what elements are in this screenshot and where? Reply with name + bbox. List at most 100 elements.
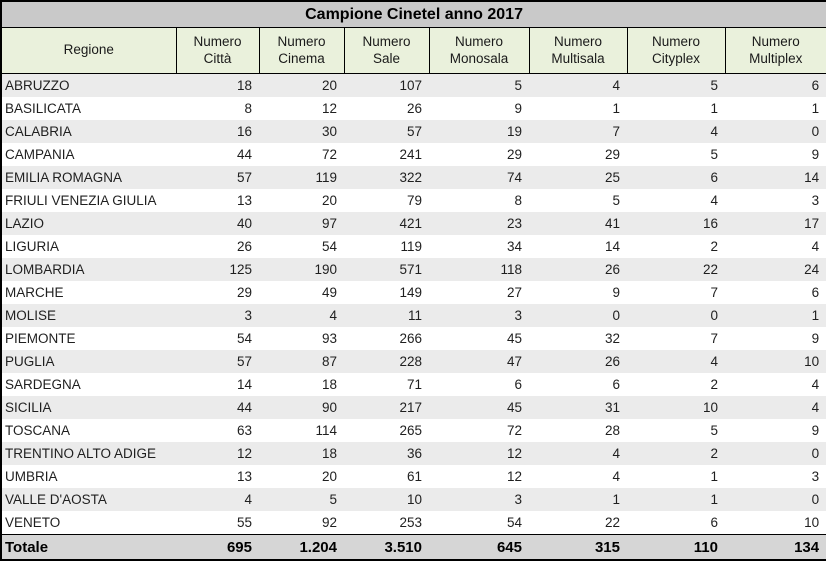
- monosala-value-cell: 3: [514, 492, 522, 507]
- multisala-value-cell: 0: [612, 308, 620, 323]
- cinema-value-cell: 92: [321, 515, 337, 530]
- column-header-cinema: Numero Cinema: [258, 27, 345, 74]
- sale-value-cell: 57: [406, 124, 422, 139]
- monosala-value-cell: 45: [506, 400, 522, 415]
- monosala-value-cell: 27: [506, 285, 522, 300]
- cinema-value-cell: 30: [321, 124, 337, 139]
- sale-value-cell: 266: [399, 331, 422, 346]
- multiplex-value-cell: 17: [804, 216, 820, 231]
- region-cell: UMBRIA: [5, 469, 58, 484]
- cinema-value-cell: 90: [321, 400, 337, 415]
- cityplex-value-cell: 2: [710, 239, 718, 254]
- totals-cityplex-cell: 110: [627, 534, 725, 560]
- region-cell: FRIULI VENEZIA GIULIA: [5, 193, 157, 208]
- citta-value-cell: 3: [244, 308, 252, 323]
- citta-value-cell: 8: [244, 101, 252, 116]
- multiplex-value-cell: 4: [811, 400, 820, 415]
- monosala-value-cell: 8: [514, 193, 522, 208]
- cinema-value-cell: 72: [321, 147, 337, 162]
- region-cell: LOMBARDIA: [5, 262, 85, 277]
- cityplex-value-cell: 22: [702, 262, 718, 277]
- citta-value-cell: 4: [244, 492, 252, 507]
- region-cell: LIGURIA: [5, 239, 60, 254]
- cinema-value-cell: 20: [321, 78, 337, 93]
- citta-value-cell: 44: [236, 147, 252, 162]
- region-cell: TOSCANA: [5, 423, 71, 438]
- cinema-value-cell: 114: [315, 423, 337, 438]
- region-cell: PIEMONTE: [5, 331, 76, 346]
- monosala-value-cell: 29: [506, 147, 522, 162]
- region-cell: TRENTINO ALTO ADIGE: [5, 446, 157, 461]
- cityplex-value-cell: 7: [710, 331, 718, 346]
- citta-value-cell: 55: [236, 515, 252, 530]
- cityplex-value-cell: 1: [710, 101, 718, 116]
- cityplex-value-cell: 1: [710, 469, 718, 484]
- multiplex-value-cell: 4: [811, 377, 820, 392]
- multiplex-value-cell: 14: [804, 170, 820, 185]
- multisala-value-cell: 4: [612, 78, 620, 93]
- multiplex-value-cell: 6: [811, 285, 820, 300]
- multiplex-value-cell: 0: [811, 446, 820, 461]
- cinema-value-cell: 49: [321, 285, 337, 300]
- sale-value-cell: 571: [399, 262, 422, 277]
- table-row: FRIULI VENEZIA GIULIA 13 20 79 8 5 4 3: [1, 189, 826, 212]
- cinema-value-cell: 20: [321, 193, 337, 208]
- multiplex-value-cell: 1: [811, 308, 820, 323]
- monosala-value-cell: 54: [506, 515, 522, 530]
- region-cell: MARCHE: [5, 285, 64, 300]
- sale-value-cell: 217: [399, 400, 422, 415]
- multiplex-value-cell: 3: [811, 193, 820, 208]
- region-cell: MOLISE: [5, 308, 57, 323]
- monosala-value-cell: 23: [506, 216, 522, 231]
- multiplex-value-cell: 24: [804, 262, 820, 277]
- column-header-multiplex: Numero Multiplex: [724, 27, 826, 74]
- monosala-value-cell: 34: [506, 239, 522, 254]
- table-row: TOSCANA 63 114 265 72 28 5 9: [1, 419, 826, 442]
- column-header-row: Regione Numero Città Numero Cinema Numer…: [0, 27, 826, 74]
- cinema-value-cell: 119: [315, 170, 337, 185]
- table-row: MOLISE 3 4 11 3 0 0 1: [1, 304, 826, 327]
- sale-value-cell: 61: [406, 469, 422, 484]
- sale-value-cell: 253: [399, 515, 422, 530]
- monosala-value-cell: 118: [500, 262, 522, 277]
- table-body: ABRUZZO 18 20 107 5 4 5 6 BASILICATA 8 1…: [1, 73, 826, 535]
- column-header-monosala: Numero Monosala: [428, 27, 530, 74]
- cinema-value-cell: 97: [321, 216, 337, 231]
- sale-value-cell: 107: [399, 78, 422, 93]
- citta-value-cell: 12: [236, 446, 252, 461]
- cityplex-value-cell: 4: [710, 124, 718, 139]
- cinema-value-cell: 5: [329, 492, 337, 507]
- region-cell: VENETO: [5, 515, 61, 530]
- table-row: CAMPANIA 44 72 241 29 29 5 9: [1, 143, 826, 166]
- multiplex-value-cell: 1: [811, 101, 820, 116]
- totals-label: Totale: [1, 534, 176, 560]
- cityplex-value-cell: 2: [710, 446, 718, 461]
- sale-value-cell: 241: [399, 147, 422, 162]
- region-cell: EMILIA ROMAGNA: [5, 170, 123, 185]
- multisala-value-cell: 5: [612, 193, 620, 208]
- multiplex-value-cell: 10: [804, 515, 820, 530]
- citta-value-cell: 63: [236, 423, 252, 438]
- citta-value-cell: 44: [236, 400, 252, 415]
- table-row: LAZIO 40 97 421 23 41 16 17: [1, 212, 826, 235]
- multiplex-value-cell: 0: [811, 492, 820, 507]
- sale-value-cell: 10: [406, 492, 422, 507]
- multisala-value-cell: 31: [604, 400, 620, 415]
- citta-value-cell: 16: [236, 124, 252, 139]
- table-row: SICILIA 44 90 217 45 31 10 4: [1, 396, 826, 419]
- cityplex-value-cell: 0: [710, 308, 718, 323]
- sale-value-cell: 26: [406, 101, 422, 116]
- table-row: PUGLIA 57 87 228 47 26 4 10: [1, 350, 826, 373]
- multisala-value-cell: 4: [612, 469, 620, 484]
- multisala-value-cell: 28: [604, 423, 620, 438]
- multisala-value-cell: 26: [604, 262, 620, 277]
- sale-value-cell: 421: [399, 216, 422, 231]
- cityplex-value-cell: 7: [710, 285, 718, 300]
- monosala-value-cell: 3: [514, 308, 522, 323]
- totals-row: Totale 695 1.204 3.510 645 315 110 134: [1, 534, 826, 560]
- multisala-value-cell: 26: [604, 354, 620, 369]
- table-row: TRENTINO ALTO ADIGE 12 18 36 12 4 2 0: [1, 442, 826, 465]
- table-row: VALLE D'AOSTA 4 5 10 3 1 1 0: [1, 488, 826, 511]
- sale-value-cell: 79: [406, 193, 422, 208]
- totals-sale-cell: 3.510: [344, 534, 429, 560]
